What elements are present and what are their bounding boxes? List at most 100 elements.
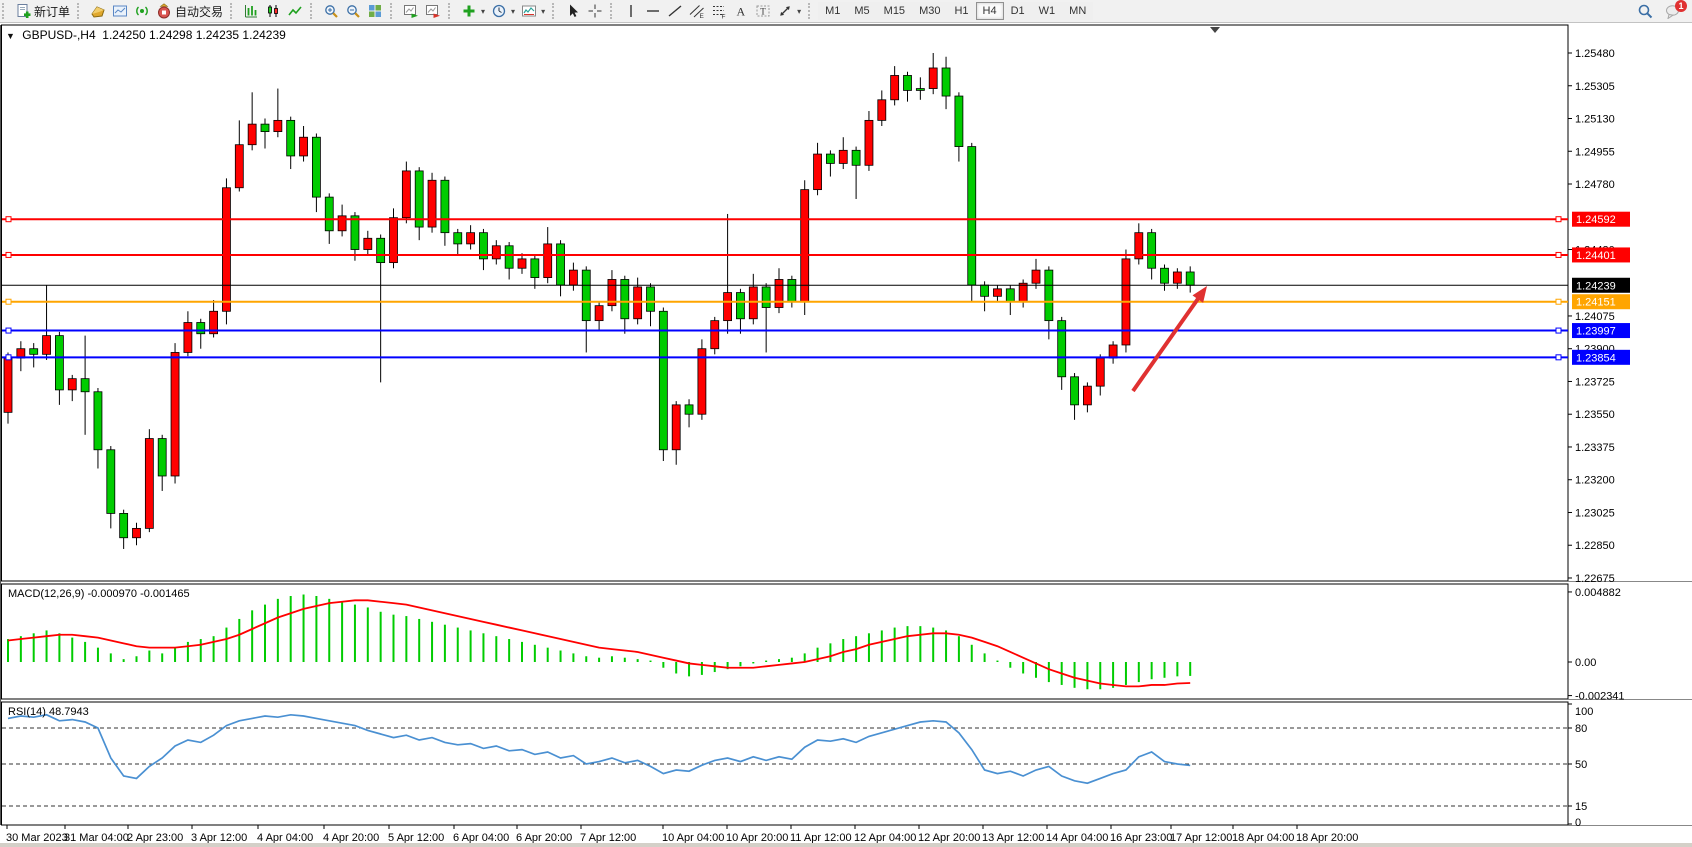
line-handle[interactable] <box>1555 216 1562 223</box>
text-label-button[interactable]: T <box>752 1 774 21</box>
periods-button[interactable]: ▾ <box>488 1 518 21</box>
search-button[interactable] <box>1634 1 1656 21</box>
candle <box>273 119 283 133</box>
toolbar-drag-handle[interactable] <box>2 3 9 19</box>
price-line-badge <box>1572 349 1630 365</box>
candle <box>466 232 476 245</box>
one-click-trading-toggle-icon[interactable]: ▼ <box>6 31 15 41</box>
chart-shift-button[interactable] <box>422 1 444 21</box>
zoom-in-button[interactable] <box>320 1 342 21</box>
price-axis[interactable]: 1.25480 1.25305 1.25130 1.24955 1.24780 1.244… <box>1568 48 1615 585</box>
line-handle[interactable] <box>5 298 12 305</box>
candle <box>877 99 887 121</box>
crosshair-button[interactable] <box>584 1 606 21</box>
candle <box>1147 232 1157 269</box>
trend-line-button[interactable] <box>664 1 686 21</box>
bar-chart-mode-button[interactable] <box>240 1 262 21</box>
rsi-label: RSI(14) 48.7943 <box>8 706 89 718</box>
rsi-tick-label: 100 <box>1575 706 1593 718</box>
arrows-button[interactable]: ▾ <box>774 1 804 21</box>
candle <box>1083 385 1092 406</box>
horizontal-line-button[interactable] <box>642 1 664 21</box>
line-chart-mode-button[interactable] <box>284 1 306 21</box>
fibonacci-button[interactable]: F <box>708 1 730 21</box>
toolbar-drag-handle[interactable] <box>808 3 815 19</box>
price-line-resistance[interactable]: 1.24401 <box>2 247 1630 263</box>
arrow-annotation[interactable] <box>1131 286 1207 393</box>
candlestick-mode-button[interactable] <box>262 1 284 21</box>
price-line-support[interactable]: 1.23854 <box>2 349 1630 365</box>
toolbar-drag-handle[interactable] <box>230 3 237 19</box>
timeframe-mn-button[interactable]: MN <box>1062 2 1094 20</box>
candle <box>620 279 630 320</box>
vertical-line-button[interactable] <box>620 1 642 21</box>
main-pane[interactable] <box>1 24 1569 582</box>
price-line-badge-text: 1.24151 <box>1576 297 1616 309</box>
toolbar-drag-handle[interactable] <box>552 3 559 19</box>
candle <box>954 95 964 147</box>
price-line-support[interactable]: 1.23997 <box>2 323 1630 339</box>
toolbar-drag-handle[interactable] <box>390 3 397 19</box>
time-tick-label: 30 Mar 2023 <box>6 832 68 844</box>
timeframe-h4-button[interactable]: H4 <box>975 2 1004 20</box>
text-button[interactable]: A <box>730 1 752 21</box>
zoom-out-button[interactable] <box>342 1 364 21</box>
signal-button[interactable] <box>131 1 153 21</box>
new-order-button[interactable]: 新订单 <box>12 1 73 21</box>
macd-tick-label: 0.004882 <box>1575 587 1621 599</box>
price-line-resistance[interactable]: 1.24592 <box>2 211 1630 227</box>
candle <box>813 153 822 191</box>
line-handle[interactable] <box>5 216 12 223</box>
cursor-button[interactable] <box>562 1 584 21</box>
templates-button[interactable]: ▾ <box>518 1 548 21</box>
line-handle[interactable] <box>5 251 12 258</box>
candle <box>851 149 861 166</box>
line-handle[interactable] <box>1555 251 1562 258</box>
toolbar-drag-handle[interactable] <box>77 3 84 19</box>
candle <box>530 258 540 278</box>
chart-window[interactable]: 1.25480 1.25305 1.25130 1.24955 1.24780 1.244… <box>0 22 1692 847</box>
candle <box>890 75 900 101</box>
time-tick-label: 31 Mar 04:00 <box>64 832 129 844</box>
timeframe-m1-button[interactable]: M1 <box>818 2 848 20</box>
price-line-pivot[interactable]: 1.24151 <box>2 294 1630 310</box>
line-handle[interactable] <box>5 327 12 334</box>
gold-cube-icon <box>90 3 106 19</box>
doc-plus-icon <box>15 3 31 19</box>
timeframe-m15-button[interactable]: M15 <box>876 2 913 20</box>
timeframe-h1-button[interactable]: H1 <box>947 2 976 20</box>
timeframe-w1-button[interactable]: W1 <box>1031 2 1063 20</box>
macd-tick-label: -0.002341 <box>1575 691 1625 703</box>
candle <box>607 279 617 307</box>
line-handle[interactable] <box>1555 354 1562 361</box>
autotrade-button[interactable]: 自动交易 <box>153 1 226 21</box>
toolbar-drag-handle[interactable] <box>610 3 617 19</box>
toolbar-drag-handle[interactable] <box>310 3 317 19</box>
chart-window-button[interactable] <box>109 1 131 21</box>
macd-pane[interactable] <box>1 583 1569 700</box>
line-handle[interactable] <box>1555 298 1562 305</box>
chart-canvas[interactable]: 1.25480 1.25305 1.25130 1.24955 1.24780 1.244… <box>0 23 1692 847</box>
timeframe-d1-button[interactable]: D1 <box>1003 2 1032 20</box>
candle <box>774 279 784 308</box>
candle <box>928 67 938 89</box>
toolbar-drag-handle[interactable] <box>448 3 455 19</box>
chart-shift-marker-icon[interactable] <box>1210 27 1220 33</box>
notifications-button[interactable]: 1 <box>1662 0 1687 21</box>
candle <box>633 286 643 320</box>
candle <box>170 352 180 477</box>
fibonacci-icon: F <box>711 3 727 19</box>
timeframe-m30-button[interactable]: M30 <box>912 2 948 20</box>
auto-scroll-button[interactable] <box>400 1 422 21</box>
tile-windows-button[interactable] <box>364 1 386 21</box>
line-handle[interactable] <box>5 354 12 361</box>
price-line-current-price[interactable]: 1.24239 <box>2 277 1630 293</box>
candle <box>684 404 694 415</box>
equidistant-channel-button[interactable]: E <box>686 1 708 21</box>
window-bottom-edge <box>0 843 1692 847</box>
line-handle[interactable] <box>1555 327 1562 334</box>
indicators-button[interactable]: ▾ <box>458 1 488 21</box>
market-watch-button[interactable] <box>87 1 109 21</box>
timeframe-m5-button[interactable]: M5 <box>847 2 877 20</box>
